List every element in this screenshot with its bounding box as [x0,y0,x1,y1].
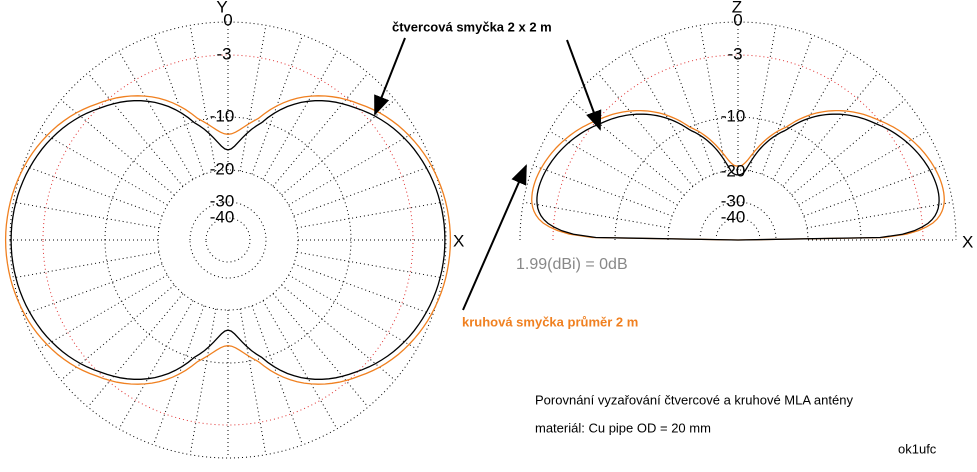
spoke [251,34,304,175]
spoke [152,305,205,446]
ring-label: -30 [721,191,746,210]
spoke [38,274,168,350]
ring-label: -10 [210,106,235,125]
spoke [532,164,673,217]
ring-label: -40 [210,207,235,226]
spoke [806,201,953,229]
annotation: čtvercová smyčka 2 x 2 m [392,19,552,34]
spoke [761,34,814,175]
ring [715,217,761,241]
spoke [60,284,175,381]
spoke [251,305,304,446]
spoke [87,293,184,408]
spoke [772,50,848,180]
ring [9,21,447,459]
spoke [803,164,944,217]
spoke [699,25,727,172]
spoke [548,130,678,206]
spoke [288,274,418,350]
spoke [628,50,704,180]
spoke [152,34,205,175]
grid [9,21,957,459]
ring [42,54,414,426]
spoke [662,34,715,175]
ring [157,169,299,311]
arrow [462,164,527,311]
ring-label: 0 [733,10,742,29]
ring [667,169,809,241]
spoke [570,99,685,196]
patterns [4,95,945,385]
ring-label: 0 [223,10,232,29]
ring-label: -40 [721,207,746,226]
ring [699,201,777,241]
caption: Porovnání vyzařování čtvercové a kruhové… [535,392,853,407]
spoke [118,300,194,430]
spoke [272,72,369,187]
spoke [118,50,194,180]
spoke [791,99,906,196]
spoke [597,72,694,187]
annotation: kruhová smyčka průměr 2 m [462,314,638,329]
ring-label: -3 [727,44,742,63]
spoke [189,25,217,172]
arrow [566,39,602,131]
spoke [239,308,267,455]
spoke [288,130,418,206]
caption: materiál: Cu pipe OD = 20 mm [535,420,711,435]
spoke [523,201,670,229]
spoke [262,50,338,180]
axis-label: Z [732,0,742,16]
axis-label: X [962,232,973,251]
axis-label: X [453,231,464,250]
spoke [262,300,338,430]
spoke [281,99,396,196]
spoke [38,130,168,206]
ring-label: -30 [210,191,235,210]
pattern-curve [536,113,940,241]
spoke [13,251,160,279]
spoke [293,164,434,217]
spoke [87,72,184,187]
pattern-curve [10,100,446,380]
ring-label: -3 [216,44,231,63]
ring-label: -20 [721,161,746,180]
spoke [22,164,163,217]
spoke [798,130,928,206]
pattern-curve [531,109,945,241]
spoke [281,284,396,381]
author: ok1ufc [898,441,937,456]
spoke [293,263,434,316]
ring [205,217,251,263]
spoke [189,308,217,455]
ring [189,201,267,279]
ring-label: -10 [721,106,746,125]
spoke [60,99,175,196]
spoke [239,25,267,172]
spoke [296,251,443,279]
axis-label: Y [216,0,227,16]
spoke [782,72,879,187]
arrow [374,37,406,116]
spoke [22,263,163,316]
annotation: 1.99(dBi) = 0dB [516,256,628,273]
spoke [296,201,443,229]
pattern-curve [4,95,452,385]
spoke [749,25,777,172]
ring-label: -20 [210,159,235,178]
spoke [272,293,369,408]
spoke [13,201,160,229]
